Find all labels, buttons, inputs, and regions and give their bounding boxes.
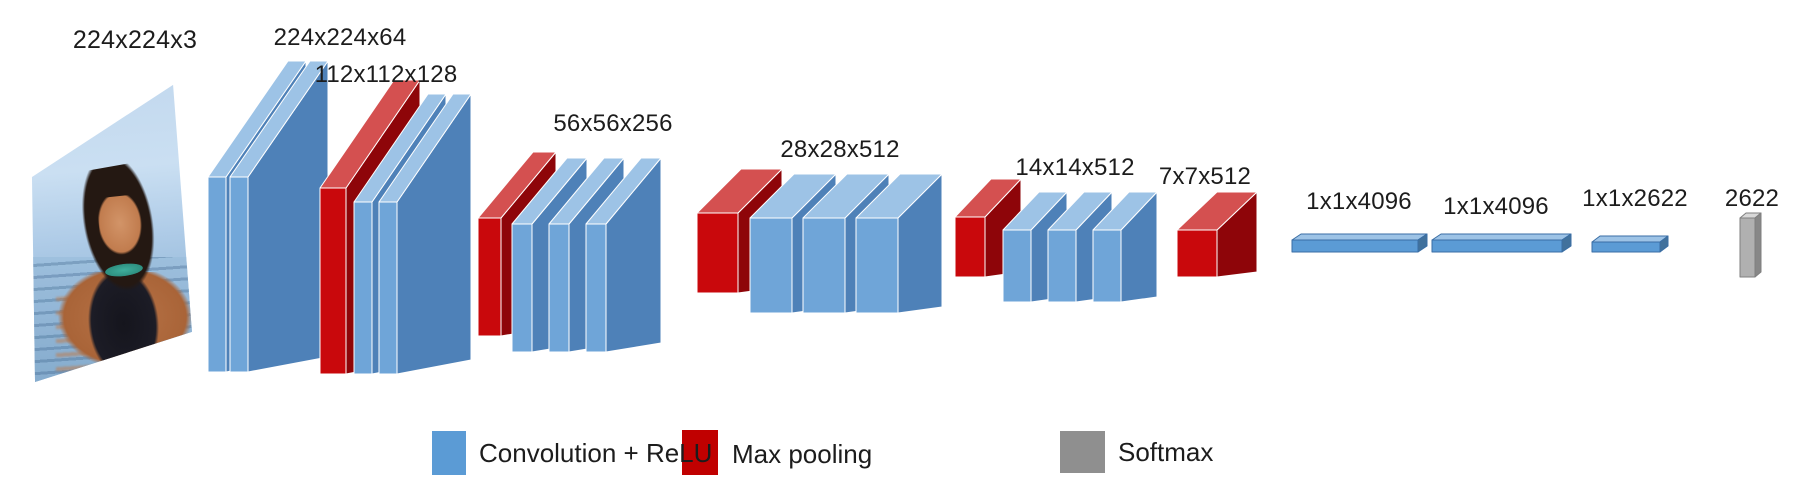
conv-block [229, 60, 329, 373]
legend-swatch-convolution [432, 431, 466, 475]
layer-group-28x28x512 [696, 168, 943, 314]
layer-label-fc3: 1x1x2622 [1582, 185, 1688, 212]
layer-group-2622 [1739, 212, 1762, 278]
layer-label-28x28x512: 28x28x512 [780, 136, 900, 163]
conv-block [585, 157, 662, 353]
layer-label-56x56x256: 56x56x256 [553, 110, 673, 137]
layer-label-224x224x64: 224x224x64 [273, 24, 407, 51]
layer-label-fc2: 1x1x4096 [1443, 193, 1549, 220]
legend-swatch-maxpooling [682, 430, 718, 475]
layer-label-output-2622: 2622 [1724, 185, 1780, 212]
legend-swatch-softmax [1060, 431, 1105, 473]
layer-group-112x112x128 [319, 79, 472, 375]
legend-label-maxpooling: Max pooling [732, 439, 873, 469]
layer-group-14x14x512 [954, 178, 1158, 303]
layer-group-1x1x4096 [1431, 233, 1572, 253]
layer-group-56x56x256 [477, 151, 662, 353]
layer-label-input: 224x224x3 [72, 26, 198, 54]
layer-group-1x1x2622 [1591, 235, 1669, 253]
layer-label-14x14x512: 14x14x512 [1015, 154, 1135, 181]
pool-block [1176, 191, 1258, 278]
legend-label-softmax: Softmax [1118, 437, 1214, 467]
layer-label-7x7x512: 7x7x512 [1158, 163, 1252, 190]
conv-block [855, 173, 943, 314]
conv-block [1092, 191, 1158, 303]
layer-group-1x1x4096 [1291, 233, 1428, 253]
layer-label-fc1: 1x1x4096 [1306, 188, 1412, 215]
conv-block [378, 93, 472, 375]
input-image [31, 84, 192, 382]
layer-group-224x224x64 [207, 60, 329, 373]
layer-label-112x112x128: 112x112x128 [314, 61, 458, 88]
legend-label-convolution: Convolution + ReLU [479, 438, 713, 468]
layer-group-7x7x512 [1176, 191, 1258, 278]
